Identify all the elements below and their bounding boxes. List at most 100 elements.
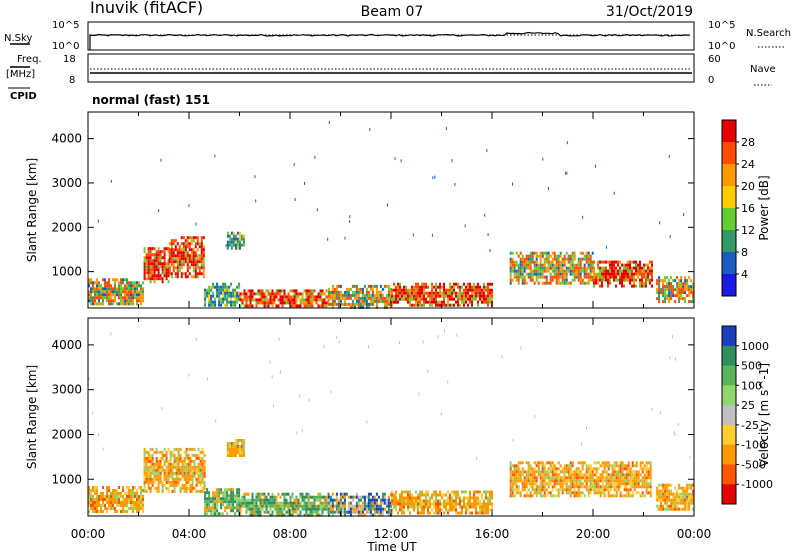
echo-cell bbox=[365, 287, 368, 291]
echo-cell bbox=[136, 299, 138, 303]
echo-cell bbox=[333, 287, 336, 291]
echo-cell bbox=[307, 495, 310, 499]
echo-cell bbox=[293, 301, 296, 305]
echo-cell bbox=[447, 499, 449, 503]
echo-cell bbox=[637, 482, 640, 486]
echo-cell bbox=[385, 293, 388, 297]
echo-cell bbox=[171, 450, 174, 454]
echo-cell bbox=[449, 499, 451, 503]
echo-cell bbox=[599, 494, 602, 498]
echo-cell bbox=[571, 491, 574, 495]
echo-cell bbox=[238, 231, 241, 235]
echo-cell bbox=[397, 294, 399, 298]
echo-cell bbox=[289, 495, 292, 499]
echo-cell bbox=[529, 272, 532, 276]
echo-cell bbox=[409, 294, 411, 298]
echo-cell bbox=[668, 492, 671, 496]
echo-cell bbox=[170, 263, 173, 267]
echo-cell bbox=[230, 497, 233, 501]
echo-cell bbox=[587, 254, 590, 258]
echo-cell bbox=[411, 285, 413, 289]
echo-cell bbox=[257, 513, 260, 517]
echo-cell bbox=[463, 297, 465, 301]
echo-cell bbox=[297, 513, 300, 517]
echo-cell bbox=[179, 456, 182, 460]
echo-cell bbox=[469, 300, 471, 304]
echo-cell bbox=[279, 292, 282, 296]
echo-cell bbox=[196, 263, 199, 267]
echo-cell bbox=[281, 289, 284, 293]
y-axis-label: Slant Range [km] bbox=[25, 365, 39, 469]
echo-cell bbox=[666, 495, 669, 499]
echo-cell bbox=[645, 470, 648, 474]
echo-cell bbox=[405, 297, 407, 301]
echo-cell bbox=[132, 284, 134, 288]
echo-cell bbox=[169, 471, 172, 475]
echo-cell bbox=[381, 287, 384, 291]
echo-cell bbox=[191, 447, 194, 451]
echo-cell bbox=[201, 462, 204, 466]
echo-cell bbox=[367, 495, 370, 499]
echo-cell bbox=[194, 263, 197, 267]
echo-cell bbox=[204, 494, 207, 498]
echo-cell bbox=[555, 470, 558, 474]
echo-cell bbox=[543, 482, 546, 486]
echo-cell bbox=[319, 507, 322, 511]
echo-cell bbox=[226, 303, 229, 307]
echo-cell bbox=[555, 476, 558, 480]
echo-cell bbox=[238, 234, 241, 238]
echo-cell bbox=[283, 295, 286, 299]
echo-cell bbox=[521, 281, 524, 285]
echo-cell bbox=[369, 510, 372, 514]
echo-cell bbox=[595, 488, 598, 492]
echo-cell bbox=[413, 499, 415, 503]
echo-cell bbox=[122, 495, 124, 498]
echo-cell bbox=[637, 485, 640, 489]
echo-cell bbox=[523, 278, 526, 282]
echo-cell bbox=[224, 494, 227, 498]
echo-cell bbox=[202, 272, 205, 276]
echo-cell bbox=[337, 498, 340, 502]
echo-cell bbox=[637, 491, 640, 495]
echo-cell bbox=[169, 468, 172, 472]
echo-cell bbox=[214, 494, 217, 498]
echo-cell bbox=[163, 274, 166, 278]
echo-cell bbox=[96, 504, 98, 507]
echo-cell bbox=[187, 477, 190, 481]
echo-cell bbox=[555, 467, 558, 471]
echo-cell bbox=[439, 288, 441, 292]
echo-cell bbox=[371, 498, 374, 502]
echo-cell bbox=[656, 486, 659, 490]
echo-cell bbox=[189, 465, 192, 469]
echo-cell bbox=[551, 257, 554, 261]
echo-cell bbox=[293, 504, 296, 508]
echo-cell bbox=[289, 295, 292, 299]
echo-cell bbox=[421, 297, 423, 301]
echo-cell bbox=[90, 489, 92, 492]
echo-cell bbox=[161, 265, 164, 269]
echo-cell bbox=[619, 476, 622, 480]
echo-cell bbox=[210, 512, 213, 516]
echo-cell bbox=[431, 508, 433, 512]
echo-cell bbox=[692, 483, 695, 487]
echo-cell bbox=[547, 257, 550, 261]
echo-cell bbox=[417, 511, 419, 515]
echo-cell bbox=[666, 504, 669, 508]
echo-cell bbox=[218, 497, 221, 501]
echo-cell bbox=[195, 480, 198, 484]
echo-cell bbox=[615, 260, 617, 264]
echo-cell bbox=[660, 507, 663, 511]
echo-cell bbox=[633, 260, 635, 264]
echo-cell bbox=[102, 492, 104, 495]
echo-cell bbox=[143, 459, 146, 463]
echo-cell bbox=[631, 278, 633, 282]
echo-cell bbox=[547, 260, 550, 264]
echo-cell bbox=[415, 288, 417, 292]
echo-cell bbox=[533, 272, 536, 276]
echo-cell bbox=[639, 263, 641, 267]
echo-cell bbox=[245, 504, 248, 508]
echo-cell bbox=[611, 272, 613, 276]
echo-cell bbox=[120, 281, 122, 285]
echo-cell bbox=[591, 473, 594, 477]
echo-cell bbox=[639, 260, 641, 264]
